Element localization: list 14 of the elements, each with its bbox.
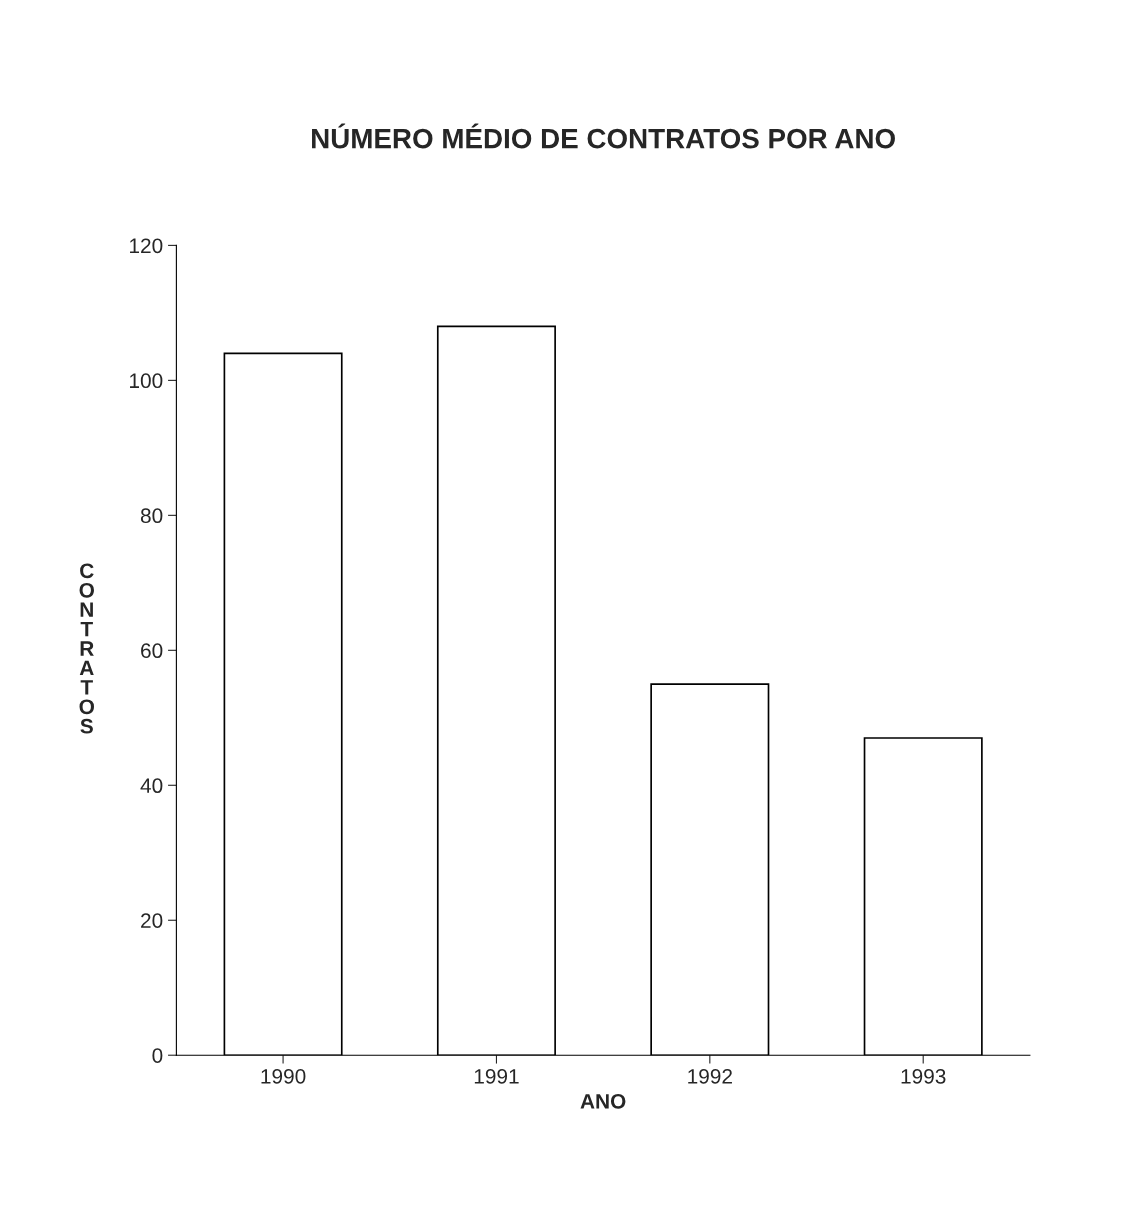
x-tick-label: 1991	[474, 1068, 519, 1084]
y-tick-label: 0	[152, 1048, 163, 1063]
y-tick-label: 60	[141, 643, 163, 659]
text: CONTRATOS	[79, 563, 94, 734]
x-tick-label: 1992	[688, 1068, 732, 1084]
y-tick-label: 40	[140, 778, 163, 794]
y-tick-label: 20	[141, 913, 163, 928]
chart-title: NÚMERO MÉDIO DE CONTRATOS POR ANO	[312, 123, 895, 149]
y-tick-label: 80	[140, 508, 163, 524]
y-tick-label: 100	[130, 373, 163, 389]
x-tick-label: 1990	[261, 1068, 306, 1084]
x-axis-title: ANO	[580, 1093, 626, 1109]
y-tick-label: 120	[130, 238, 163, 254]
x-tick-label: 1993	[901, 1068, 946, 1084]
